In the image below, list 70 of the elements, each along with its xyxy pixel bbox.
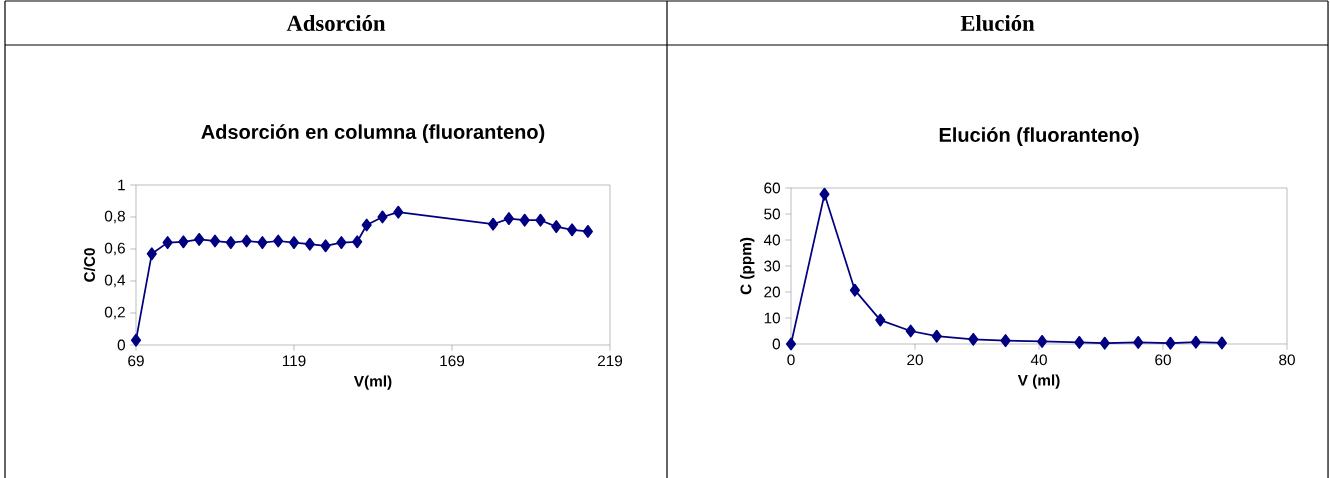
point bbox=[567, 223, 578, 237]
point bbox=[1000, 334, 1011, 348]
point bbox=[488, 217, 499, 231]
chart-subtitle: Adsorción en columna (fluoranteno) bbox=[201, 124, 545, 143]
point bbox=[968, 332, 979, 346]
point bbox=[273, 234, 284, 248]
x-tick-label: 219 bbox=[597, 355, 623, 367]
y-tick-label: 0,2 bbox=[104, 306, 125, 320]
point bbox=[130, 333, 142, 347]
point bbox=[178, 235, 189, 249]
point bbox=[1037, 334, 1048, 348]
point bbox=[875, 313, 886, 327]
point bbox=[304, 237, 315, 251]
y-tick-label: 1 bbox=[118, 179, 125, 191]
point bbox=[336, 236, 347, 250]
point bbox=[361, 218, 372, 232]
point bbox=[241, 234, 252, 248]
point bbox=[905, 324, 916, 338]
x-axis-title: V (ml) bbox=[1017, 374, 1060, 389]
y-axis-title: C/C0 bbox=[83, 248, 96, 282]
x-tick-label: 69 bbox=[128, 355, 144, 367]
point bbox=[582, 224, 593, 238]
y-tick-label: 50 bbox=[764, 208, 781, 220]
point bbox=[1133, 335, 1144, 349]
point bbox=[1190, 335, 1201, 349]
x-tick-label: 60 bbox=[1155, 354, 1171, 366]
point bbox=[503, 212, 514, 226]
point bbox=[257, 236, 268, 250]
point bbox=[1165, 336, 1176, 350]
y-tick-label: 40 bbox=[763, 234, 781, 246]
point bbox=[519, 213, 530, 227]
x-tick-label: 169 bbox=[440, 355, 465, 367]
y-tick-label: 60 bbox=[764, 182, 781, 194]
x-tick-label: 20 bbox=[907, 354, 923, 366]
point bbox=[225, 236, 236, 250]
x-tick-label: 40 bbox=[1030, 354, 1047, 366]
point bbox=[146, 247, 157, 261]
point bbox=[194, 232, 205, 246]
x-tick-label: 80 bbox=[1279, 354, 1295, 366]
point bbox=[288, 236, 300, 250]
point bbox=[551, 220, 562, 234]
point bbox=[1099, 336, 1110, 350]
chart-title: Elución bbox=[960, 14, 1035, 31]
y-tick-label: 30 bbox=[764, 260, 781, 272]
y-tick-label: 0 bbox=[117, 339, 125, 351]
y-tick-label: 10 bbox=[764, 312, 781, 324]
point bbox=[162, 236, 173, 250]
y-axis-title: C (ppm) bbox=[740, 237, 755, 295]
point bbox=[209, 234, 221, 248]
point bbox=[1216, 336, 1227, 350]
x-tick-label: 0 bbox=[787, 354, 795, 366]
point bbox=[819, 187, 830, 201]
point bbox=[535, 213, 546, 227]
y-tick-label: 20 bbox=[764, 286, 781, 298]
point bbox=[320, 239, 331, 253]
point bbox=[393, 205, 404, 219]
point bbox=[849, 283, 860, 297]
chart-subtitle: Elución (fluoranteno) bbox=[939, 127, 1139, 146]
x-tick-label: 119 bbox=[282, 355, 306, 367]
x-axis-title: V(ml) bbox=[353, 375, 392, 390]
point bbox=[377, 210, 388, 224]
point bbox=[1074, 335, 1085, 349]
point bbox=[785, 337, 797, 351]
point bbox=[352, 235, 363, 249]
y-tick-label: 0,8 bbox=[104, 210, 125, 224]
y-tick-label: 0 bbox=[772, 338, 781, 350]
y-tick-label: 0,4 bbox=[104, 274, 126, 288]
point bbox=[931, 329, 942, 343]
chart-title: Adsorción bbox=[286, 15, 386, 31]
y-tick-label: 0,6 bbox=[104, 242, 125, 256]
